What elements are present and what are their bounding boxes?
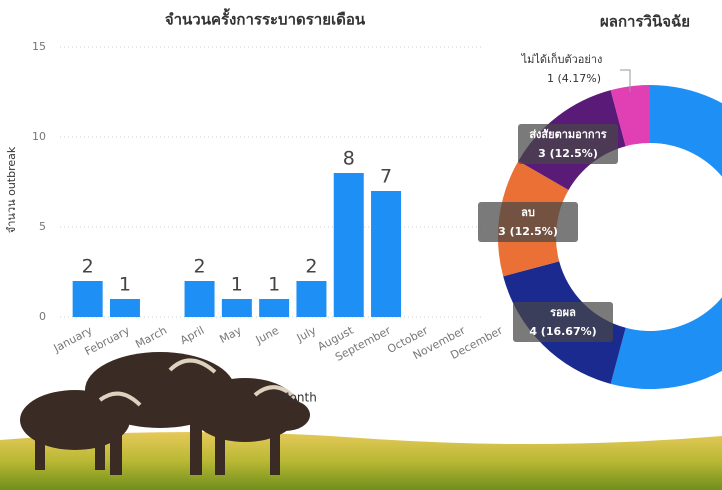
x-tick-label: March <box>133 324 169 351</box>
bar <box>259 299 290 317</box>
chart-title: จำนวนครั้งการระบาดรายเดือน <box>165 8 366 29</box>
data-label: 1 <box>268 274 280 296</box>
bar <box>296 281 327 317</box>
segment-label: 4 (16.67%) <box>529 325 596 338</box>
data-label: 2 <box>194 256 206 278</box>
y-tick-label: 5 <box>39 220 46 233</box>
segment-name: รอผล <box>550 306 576 319</box>
data-label: 1 <box>231 274 243 296</box>
x-tick-label: June <box>253 324 281 347</box>
bar <box>333 173 364 317</box>
segment-label: 3 (12.5%) <box>498 225 558 238</box>
bar <box>371 191 402 317</box>
donut-segment <box>610 85 650 147</box>
x-tick-label: May <box>217 324 244 346</box>
chart-title: ผลการวินิจฉัย <box>600 13 690 31</box>
data-label: 8 <box>343 148 355 170</box>
data-label: 2 <box>82 256 94 278</box>
segment-name: ลบ <box>521 206 535 219</box>
x-axis-label: Month <box>279 391 317 405</box>
bar <box>184 281 215 317</box>
segment-name: ไม่ได้เก็บตัวอย่าง <box>521 52 603 66</box>
bar <box>72 281 103 317</box>
leader-line <box>620 69 631 92</box>
data-label: 7 <box>380 166 392 188</box>
segment-label: 3 (12.5%) <box>538 147 598 160</box>
bar <box>109 299 140 317</box>
data-label: 2 <box>305 256 317 278</box>
y-tick-label: 10 <box>32 130 46 143</box>
background-image <box>0 352 722 490</box>
label-box <box>518 124 618 164</box>
segment-label: 1 (4.17%) <box>547 72 601 85</box>
data-label: 1 <box>119 274 131 296</box>
bar <box>221 299 252 317</box>
label-box <box>478 202 578 242</box>
x-tick-label: April <box>178 324 206 347</box>
label-box <box>513 302 613 342</box>
y-axis-label: จำนวน outbreak <box>5 146 18 233</box>
segment-name: ส่งสัยตามอาการ <box>529 128 606 141</box>
y-tick-label: 0 <box>39 310 46 323</box>
donut-segment <box>610 85 722 389</box>
y-tick-label: 15 <box>32 40 46 53</box>
